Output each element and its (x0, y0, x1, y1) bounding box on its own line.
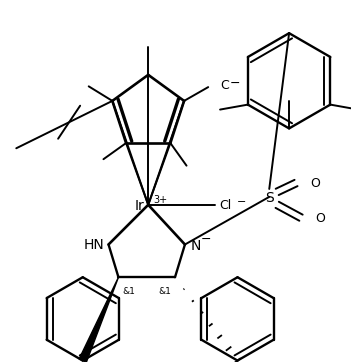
Text: O: O (310, 178, 320, 191)
Text: Cl: Cl (220, 199, 232, 212)
Text: N: N (191, 240, 201, 253)
Text: C: C (220, 79, 229, 91)
Text: 3+: 3+ (153, 195, 167, 205)
Text: −: − (237, 197, 246, 207)
Text: S: S (265, 191, 274, 205)
Text: &1: &1 (122, 287, 135, 296)
Text: HN: HN (84, 238, 105, 253)
Text: Ir: Ir (134, 199, 144, 213)
Polygon shape (79, 277, 119, 362)
Text: O: O (315, 212, 325, 225)
Text: &1: &1 (158, 287, 171, 296)
Text: −: − (201, 233, 211, 246)
Text: −: − (230, 77, 240, 90)
